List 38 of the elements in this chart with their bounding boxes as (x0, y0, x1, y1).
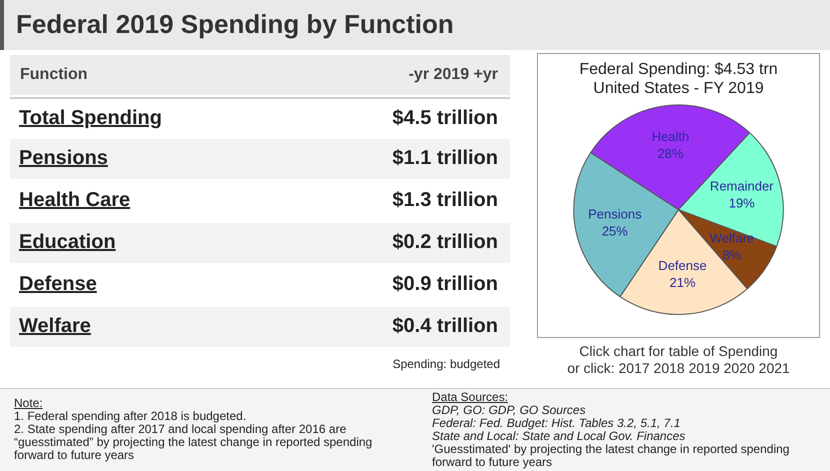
text: Data Sources: (432, 390, 510, 404)
category-label: Pensions (19, 147, 108, 170)
text: $1.1 trillion (392, 147, 498, 169)
text: 2. State spending after 2017 and local spending after 2016 are “guesstimated” by projecting the latest change in reported spending forward to future years (14, 422, 374, 462)
text: Federal: Fed. Budget: Hist. Tables 3.2, 5.1, 7.1 (432, 416, 682, 430)
category-label: Defense (19, 273, 97, 296)
text: Function (20, 66, 88, 84)
chart-title: Federal Spending: $4.53 trn (579, 61, 778, 78)
data-label: 28% (657, 146, 684, 161)
slice-label: Health (652, 128, 690, 144)
text: GDP, GO: GDP, GO Sources (432, 403, 587, 417)
chart-subtitle: United States - FY 2019 (593, 80, 764, 98)
text: 1. Federal spending after 2018 is budgeted. (14, 409, 248, 423)
category-label: Welfare (19, 315, 91, 338)
slice-label: Defense (658, 258, 707, 274)
text: Click chart for table of Spending (578, 343, 779, 359)
slice-label: Welfare (710, 230, 754, 246)
data-label: 25% (602, 223, 628, 238)
text: $0.9 trillion (392, 273, 498, 295)
text: State and Local: State and Local Gov. Finances (432, 429, 686, 443)
text: $1.3 trillion (392, 189, 498, 211)
text: $0.2 trillion (392, 231, 498, 253)
category-label: Health Care (19, 189, 130, 212)
slice-label: Pensions (588, 206, 642, 222)
data-label: 8% (722, 247, 742, 262)
data-label: 19% (728, 195, 756, 210)
text: 'Guesstimated' by projecting the latest change in reported spending forward to future years (432, 442, 790, 469)
text: or click: 2017 2018 2019 2020 2021 (566, 360, 791, 376)
text: Note: (14, 396, 44, 410)
category-label: Education (19, 231, 116, 254)
data-label: 21% (669, 275, 696, 290)
text: Federal 2019 Spending by Function (16, 9, 454, 40)
text: $4.5 trillion (392, 107, 498, 129)
text: Spending: budgeted (392, 357, 500, 371)
text: -yr 2019 +yr (408, 66, 498, 84)
text: $0.4 trillion (392, 315, 498, 337)
category-label: Total Spending (19, 107, 162, 130)
slice-label: Remainder (710, 178, 774, 194)
